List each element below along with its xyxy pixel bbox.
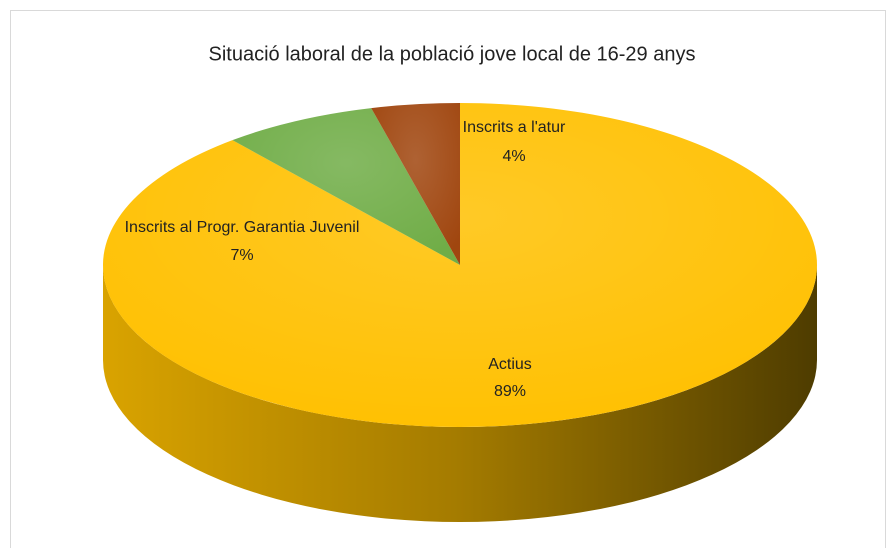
chart-title: Situació laboral de la població jove loc…	[209, 43, 696, 65]
data-label-name: Inscrits a l'atur	[463, 119, 566, 136]
data-label-name: Actius	[488, 356, 532, 373]
data-label-value: 7%	[230, 247, 253, 264]
data-label-value: 4%	[502, 148, 525, 165]
data-label-name: Inscrits al Progr. Garantia Juvenil	[125, 219, 360, 236]
data-label-value: 89%	[494, 383, 526, 400]
pie-side	[103, 265, 817, 522]
